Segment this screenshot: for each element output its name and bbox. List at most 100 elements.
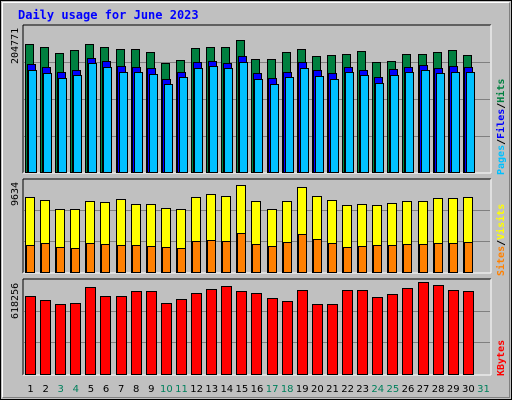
day-label: 7 [118, 384, 124, 395]
day-label: 31 [477, 384, 490, 395]
bar-pages-day-10 [164, 84, 173, 173]
bar-kbytes-day-18 [282, 301, 293, 375]
day-label: 23 [356, 384, 369, 395]
legend-kbytes: KBytes [496, 340, 507, 376]
day-label: 10 [160, 384, 173, 395]
bar-pages-day-6 [103, 67, 112, 173]
bar-pages-day-20 [315, 76, 324, 173]
visits-max-label: 9634 [10, 182, 21, 206]
bar-sites-day-5 [86, 243, 95, 273]
day-label: 6 [103, 384, 109, 395]
bar-kbytes-day-19 [297, 290, 308, 375]
day-label: 16 [251, 384, 264, 395]
day-label: 29 [447, 384, 460, 395]
bar-pages-day-16 [254, 79, 263, 173]
bar-pages-day-5 [88, 63, 97, 173]
bar-sites-day-21 [328, 243, 337, 273]
bar-kbytes-day-8 [131, 291, 142, 375]
bar-kbytes-day-14 [221, 286, 232, 375]
legend-separator: / [496, 139, 507, 145]
bar-kbytes-day-22 [342, 290, 353, 375]
bar-kbytes-day-7 [116, 296, 127, 375]
bar-kbytes-day-3 [55, 304, 66, 375]
day-label: 19 [296, 384, 309, 395]
bar-kbytes-day-28 [433, 285, 444, 375]
bar-kbytes-day-27 [418, 282, 429, 375]
bar-pages-day-3 [58, 78, 67, 173]
legend-hits-files-pages: Pages/Files/Hits [495, 79, 507, 175]
bar-sites-day-30 [464, 242, 473, 273]
bar-kbytes-day-30 [463, 291, 474, 375]
bar-kbytes-day-13 [206, 289, 217, 375]
bar-sites-day-18 [283, 242, 292, 273]
day-label: 18 [281, 384, 294, 395]
legend-separator: / [496, 103, 507, 109]
chart-title: Daily usage for June 2023 [18, 8, 199, 22]
bar-pages-day-2 [43, 73, 52, 173]
bar-sites-day-17 [268, 246, 277, 273]
bar-kbytes-day-26 [402, 288, 413, 375]
legend-pages: Pages [496, 145, 507, 175]
day-label: 1 [27, 384, 33, 395]
bar-sites-day-11 [177, 248, 186, 273]
bar-sites-day-4 [71, 248, 80, 273]
hits-max-label: 204771 [10, 28, 21, 64]
bar-kbytes-day-2 [40, 300, 51, 375]
bar-sites-day-23 [358, 246, 367, 273]
bar-sites-day-8 [132, 245, 141, 273]
bar-pages-day-21 [330, 79, 339, 173]
day-label: 17 [266, 384, 279, 395]
bar-sites-day-10 [162, 247, 171, 273]
bar-kbytes-day-6 [100, 296, 111, 375]
bar-kbytes-day-4 [70, 303, 81, 375]
day-label: 25 [387, 384, 400, 395]
bar-sites-day-1 [26, 245, 35, 273]
day-label: 9 [148, 384, 154, 395]
bar-sites-day-13 [207, 240, 216, 273]
legend-visits: Visits [495, 204, 507, 240]
bar-sites-day-20 [313, 239, 322, 273]
bar-kbytes-day-5 [85, 287, 96, 375]
bar-kbytes-day-17 [267, 298, 278, 375]
bar-kbytes-day-21 [327, 304, 338, 375]
day-label: 24 [371, 384, 384, 395]
day-label: 12 [190, 384, 203, 395]
bar-kbytes-day-29 [448, 290, 459, 375]
bar-pages-day-24 [375, 83, 384, 173]
bar-sites-day-26 [403, 244, 412, 273]
bar-kbytes-day-20 [312, 304, 323, 375]
bar-pages-day-7 [119, 72, 128, 173]
kbytes-max-label: 618256 [10, 283, 21, 319]
day-label: 8 [133, 384, 139, 395]
legend-separator: / [496, 240, 507, 246]
bar-sites-day-7 [117, 245, 126, 273]
legend-hits: Hits [495, 79, 507, 103]
day-label: 4 [73, 384, 79, 395]
bar-pages-day-8 [134, 72, 143, 173]
bar-pages-day-15 [239, 62, 248, 173]
day-label: 11 [175, 384, 188, 395]
bar-kbytes-day-24 [372, 297, 383, 375]
bar-sites-day-14 [222, 241, 231, 273]
bar-pages-day-14 [224, 68, 233, 173]
bar-sites-day-24 [373, 245, 382, 273]
bar-pages-day-27 [421, 70, 430, 173]
bar-sites-day-19 [298, 234, 307, 273]
bar-pages-day-23 [360, 75, 369, 173]
bar-pages-day-26 [405, 72, 414, 173]
bar-pages-day-19 [300, 68, 309, 173]
legend-sites-visits: Sites/Visits [495, 204, 507, 276]
day-label: 13 [205, 384, 218, 395]
bar-pages-day-30 [466, 72, 475, 173]
bar-pages-day-25 [390, 75, 399, 173]
day-label: 26 [402, 384, 415, 395]
bar-kbytes-day-1 [25, 296, 36, 375]
day-label: 2 [42, 384, 48, 395]
bar-sites-day-15 [237, 233, 246, 273]
bar-pages-day-4 [73, 75, 82, 173]
bar-sites-day-29 [449, 243, 458, 273]
bar-sites-day-25 [388, 245, 397, 273]
bar-pages-day-11 [179, 77, 188, 173]
bar-kbytes-day-9 [146, 291, 157, 375]
